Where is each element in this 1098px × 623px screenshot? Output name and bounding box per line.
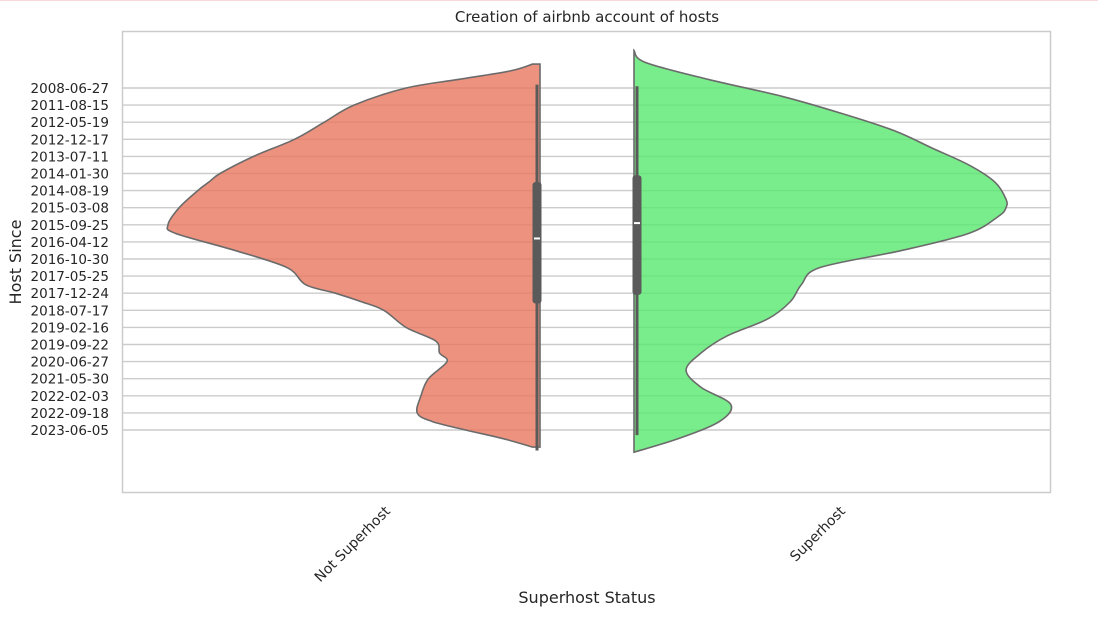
y-tick-label: 2015-03-08 [31,201,109,217]
x-tick-labels: Not Superhost Superhost [312,503,849,585]
y-tick-label: 2019-09-22 [31,338,109,354]
y-tick-label: 2023-06-05 [31,423,109,439]
y-tick-label: 2014-01-30 [31,167,109,183]
y-tick-label: 2022-09-18 [31,406,109,422]
y-tick-label: 2022-02-03 [31,389,109,405]
iqr-box [532,182,542,304]
y-tick-label: 2013-07-11 [31,149,109,165]
y-tick-label: 2011-08-15 [31,98,109,114]
violin-not-superhost [166,63,541,448]
chart-title: Creation of airbnb account of hosts [455,8,719,26]
y-tick-label: 2012-05-19 [31,115,109,131]
y-tick-label: 2015-09-25 [31,218,109,234]
y-tick-label: 2016-04-12 [31,235,109,251]
y-tick-label: 2019-02-16 [31,320,109,336]
x-tick-label: Not Superhost [312,503,394,585]
iqr-box [632,175,642,295]
y-tick-label: 2021-05-30 [31,372,109,388]
violin-superhost [633,48,1008,454]
y-tick-label: 2008-06-27 [31,81,109,97]
y-tick-label: 2018-07-17 [31,303,109,319]
top-border-line [0,0,1098,1]
plot-frame [121,30,1052,494]
y-tick-label: 2014-08-19 [31,184,109,200]
y-tick-label: 2017-12-24 [31,286,109,302]
y-tick-labels: 2008-06-272011-08-152012-05-192012-12-17… [31,81,109,439]
x-tick-label: Superhost [787,503,849,565]
y-tick-label: 2020-06-27 [31,355,109,371]
y-axis-label: Host Since [6,220,25,305]
y-tick-label: 2012-12-17 [31,132,109,148]
y-tick-label: 2017-05-25 [31,269,109,285]
violins-layer [166,48,1008,454]
x-axis-label: Superhost Status [518,588,655,607]
y-tick-label: 2016-10-30 [31,252,109,268]
